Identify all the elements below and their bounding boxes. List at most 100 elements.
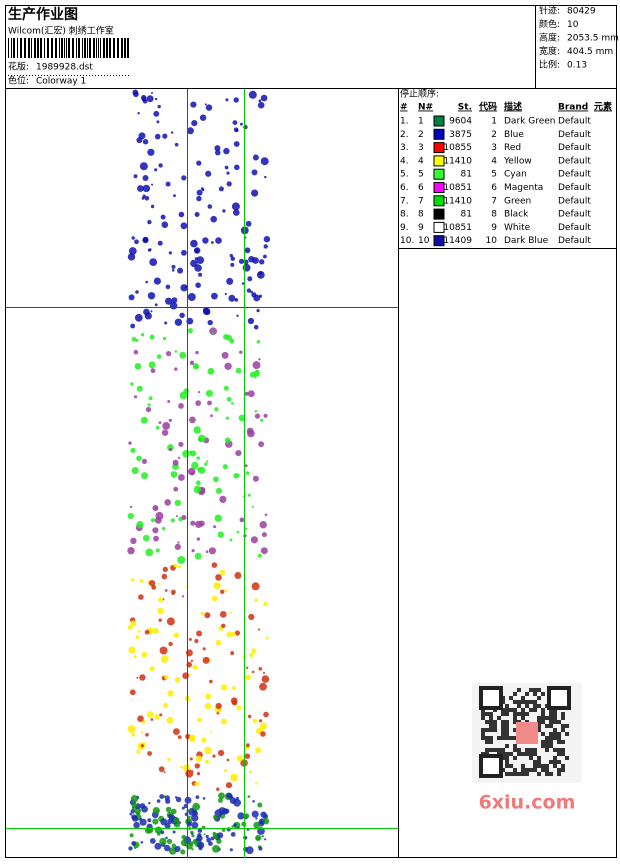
qr-module	[557, 748, 561, 752]
row-n: 10	[418, 236, 430, 246]
row-num: 9.	[400, 223, 409, 233]
color-swatch	[433, 235, 445, 247]
embroidery-stitch	[249, 652, 254, 658]
barcode-bar	[72, 38, 74, 58]
qr-finder	[479, 686, 503, 710]
embroidery-stitch	[225, 416, 229, 420]
row-n: 8	[418, 210, 424, 220]
row-stitches: 9604	[449, 117, 472, 127]
embroidery-stitch	[165, 284, 171, 290]
qr-module	[565, 724, 569, 728]
embroidery-stitch	[144, 312, 152, 320]
qr-module	[561, 740, 565, 744]
embroidery-stitch	[226, 792, 233, 799]
embroidery-stitch	[260, 418, 264, 422]
row-desc: Black	[504, 210, 529, 220]
embroidery-stitch	[244, 527, 248, 530]
embroidery-stitch	[135, 811, 141, 816]
embroidery-stitch	[135, 635, 140, 639]
embroidery-stitch	[130, 620, 137, 627]
qr-module	[481, 736, 485, 740]
embroidery-stitch	[252, 361, 261, 370]
embroidery-stitch	[164, 589, 168, 592]
row-stitches: 3875	[449, 130, 472, 140]
embroidery-stitch	[260, 731, 266, 737]
qr-module	[545, 772, 549, 776]
embroidery-stitch	[196, 456, 200, 460]
qr-module	[561, 752, 565, 756]
embroidery-stitch	[191, 120, 198, 127]
embroidery-stitch	[247, 493, 251, 497]
qr-module	[529, 688, 533, 692]
embroidery-stitch	[154, 133, 161, 140]
barcode-bar	[89, 38, 91, 58]
embroidery-stitch	[226, 181, 232, 187]
embroidery-stitch	[161, 221, 169, 228]
embroidery-stitch	[209, 327, 218, 336]
embroidery-stitch	[130, 537, 137, 545]
qr-module	[501, 712, 505, 716]
embroidery-stitch	[191, 461, 199, 470]
qr-module	[489, 724, 493, 728]
embroidery-stitch	[215, 639, 222, 646]
embroidery-stitch	[243, 813, 250, 819]
info-value: 10	[567, 20, 579, 30]
embroidery-stitch	[206, 389, 213, 397]
embroidery-stitch	[173, 728, 180, 735]
embroidery-stitch	[128, 441, 132, 445]
qr-module	[501, 736, 505, 740]
qr-module	[521, 700, 525, 704]
embroidery-stitch	[152, 527, 159, 534]
qr-module	[553, 712, 557, 716]
embroidery-stitch	[204, 746, 212, 755]
embroidery-stitch	[191, 834, 195, 838]
embroidery-stitch	[261, 675, 270, 683]
design-preview	[127, 89, 271, 855]
embroidery-stitch	[143, 534, 150, 542]
embroidery-stitch	[147, 751, 153, 756]
embroidery-stitch	[127, 625, 133, 631]
embroidery-stitch	[262, 818, 270, 825]
info-value: 2053.5 mm	[567, 34, 619, 44]
embroidery-stitch	[225, 98, 229, 102]
embroidery-stitch	[180, 849, 186, 855]
embroidery-stitch	[141, 651, 148, 658]
embroidery-stitch	[190, 101, 197, 108]
embroidery-stitch	[177, 456, 181, 460]
embroidery-stitch	[137, 715, 144, 722]
embroidery-stitch	[144, 629, 150, 635]
embroidery-stitch	[224, 362, 232, 370]
row-n: 7	[418, 196, 424, 206]
embroidery-stitch	[225, 782, 233, 789]
embroidery-stitch	[168, 447, 173, 452]
embroidery-stitch	[148, 396, 153, 401]
row-brand: Default	[558, 223, 591, 233]
qr-module	[545, 768, 549, 772]
embroidery-stitch	[207, 204, 213, 209]
embroidery-stitch	[247, 390, 255, 398]
qr-module	[553, 736, 557, 740]
qr-module	[553, 732, 557, 736]
embroidery-stitch	[205, 550, 209, 553]
qr-module	[545, 716, 549, 720]
embroidery-stitch	[184, 844, 187, 847]
qr-module	[549, 716, 553, 720]
embroidery-stitch	[258, 667, 263, 671]
embroidery-stitch	[248, 714, 252, 719]
embroidery-stitch	[164, 795, 170, 801]
column-header: #	[400, 103, 408, 113]
row-num: 1.	[400, 117, 409, 127]
embroidery-stitch	[174, 543, 181, 551]
embroidery-stitch	[250, 536, 258, 544]
embroidery-stitch	[193, 485, 201, 494]
row-brand: Default	[558, 196, 591, 206]
embroidery-stitch	[219, 569, 226, 576]
embroidery-stitch	[253, 821, 260, 829]
embroidery-stitch	[140, 416, 148, 424]
embroidery-stitch	[229, 611, 232, 614]
embroidery-stitch	[150, 368, 156, 374]
qr-module	[549, 740, 553, 744]
embroidery-stitch	[204, 702, 212, 710]
embroidery-stitch	[141, 94, 147, 101]
embroidery-stitch	[190, 239, 198, 248]
